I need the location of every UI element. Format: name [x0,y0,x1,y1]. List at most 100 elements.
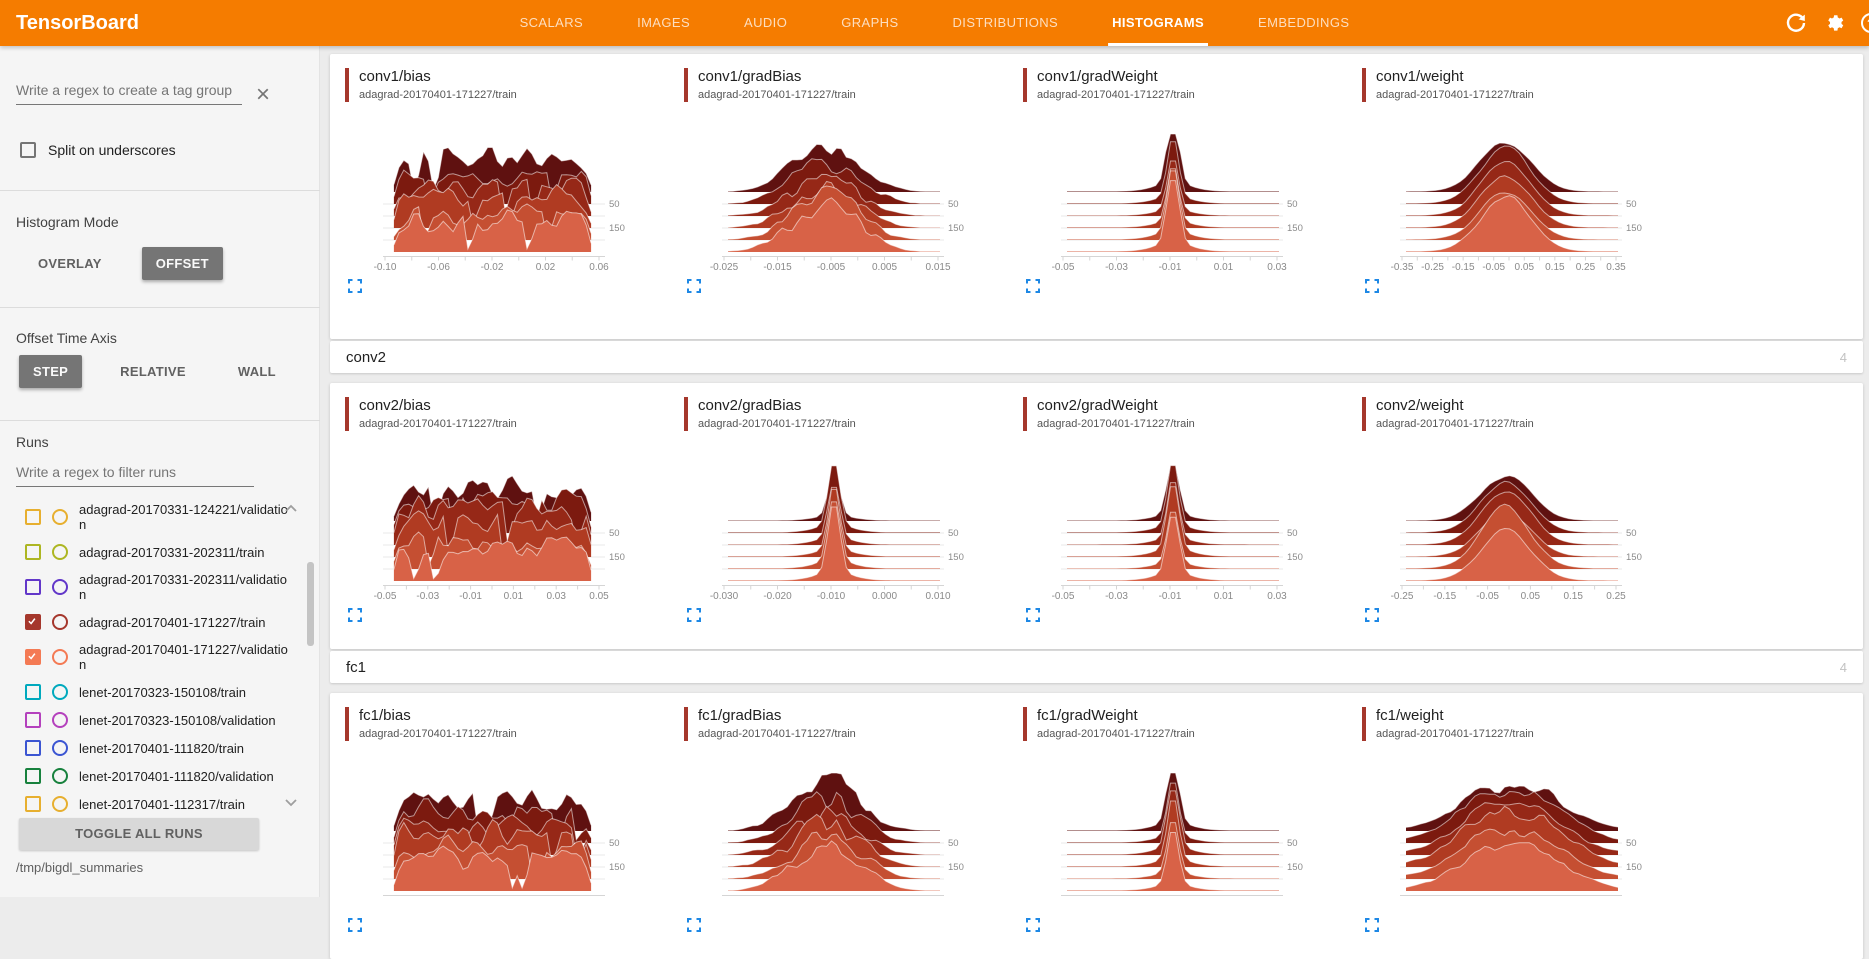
expand-chart-button[interactable] [1025,607,1041,623]
mode-overlay-button[interactable]: OVERLAY [24,247,116,280]
mode-offset-button[interactable]: OFFSET [142,247,223,280]
svg-text:0.03: 0.03 [546,591,566,602]
chart-run-label: adagrad-20170401-171227/train [1037,417,1195,431]
svg-text:-0.05: -0.05 [1482,262,1505,273]
gear-icon[interactable] [1823,12,1845,34]
toggle-all-runs-button[interactable]: TOGGLE ALL RUNS [19,818,259,850]
tab-images[interactable]: IMAGES [633,0,694,46]
chart-title: conv2/gradBias [698,397,856,415]
expand-chart-button[interactable] [347,917,363,933]
svg-text:50: 50 [1626,528,1637,539]
run-radio[interactable] [52,684,68,700]
svg-text:150: 150 [1287,223,1303,234]
tag-regex-input[interactable] [16,78,242,105]
run-radio[interactable] [52,649,68,665]
svg-text:50: 50 [609,528,620,539]
tab-scalars[interactable]: SCALARS [516,0,588,46]
run-radio[interactable] [52,712,68,728]
run-row[interactable]: adagrad-20170331-202311/train [0,538,300,566]
run-checkbox[interactable] [25,740,41,756]
nav-tabs: SCALARS IMAGES AUDIO GRAPHS DISTRIBUTIONS HIS… [516,0,1354,46]
axis-step-button[interactable]: STEP [19,355,82,388]
svg-text:-0.03: -0.03 [1105,262,1128,273]
svg-text:0.010: 0.010 [925,591,950,602]
expand-chart-button[interactable] [1364,917,1380,933]
run-checkbox[interactable] [25,579,41,595]
scroll-up-icon[interactable] [284,504,298,513]
refresh-icon[interactable] [1785,12,1807,34]
run-name: lenet-20170323-150108/train [79,685,294,700]
tab-distributions[interactable]: DISTRIBUTIONS [949,0,1063,46]
sidebar: × Split on underscores Histogram Mode OV… [0,46,320,897]
run-radio[interactable] [52,796,68,812]
expand-chart-button[interactable] [347,278,363,294]
expand-chart-button[interactable] [686,917,702,933]
run-row[interactable]: adagrad-20170331-124221/validation [0,496,300,538]
run-filter-input[interactable] [16,460,254,487]
clear-tag-regex-icon[interactable]: × [256,85,270,105]
svg-text:-0.35: -0.35 [1391,262,1414,273]
split-underscores-checkbox[interactable] [20,142,36,158]
run-radio[interactable] [52,614,68,630]
run-checkbox[interactable] [25,712,41,728]
run-row[interactable]: adagrad-20170401-171227/validation [0,636,300,678]
help-icon[interactable]: ? [1861,13,1869,33]
expand-chart-button[interactable] [686,278,702,294]
divider [0,190,320,191]
chart-run-label: adagrad-20170401-171227/train [1037,727,1195,741]
expand-chart-button[interactable] [347,607,363,623]
run-row[interactable]: lenet-20170323-150108/validation [0,706,300,734]
run-checkbox[interactable] [25,684,41,700]
svg-text:150: 150 [1287,552,1303,563]
run-checkbox[interactable] [25,768,41,784]
axis-wall-button[interactable]: WALL [224,355,290,388]
offset-time-axis-label: Offset Time Axis [16,330,117,346]
run-row[interactable]: lenet-20170401-111820/validation [0,762,300,790]
run-row[interactable]: lenet-20170401-112317/train [0,790,300,818]
run-radio[interactable] [52,768,68,784]
run-checkbox[interactable] [25,649,41,665]
run-radio[interactable] [52,509,68,525]
scroll-down-icon[interactable] [284,798,298,807]
run-color-marker [684,397,688,431]
run-radio[interactable] [52,544,68,560]
expand-chart-button[interactable] [686,607,702,623]
expand-chart-button[interactable] [1025,278,1041,294]
run-checkbox[interactable] [25,796,41,812]
run-row[interactable]: adagrad-20170331-202311/validation [0,566,300,608]
svg-text:-0.25: -0.25 [1391,591,1414,602]
run-row[interactable]: adagrad-20170401-171227/train [0,608,300,636]
svg-text:0.01: 0.01 [1214,591,1234,602]
chart-run-label: adagrad-20170401-171227/train [1376,88,1534,102]
run-color-marker [1023,397,1027,431]
tab-histograms[interactable]: HISTOGRAMS [1108,0,1208,46]
run-color-marker [1362,707,1366,741]
tab-audio[interactable]: AUDIO [740,0,791,46]
tab-graphs[interactable]: GRAPHS [837,0,902,46]
svg-text:0.015: 0.015 [925,262,950,273]
svg-text:150: 150 [609,552,625,563]
expand-chart-button[interactable] [1025,917,1041,933]
sidebar-scrollbar-thumb[interactable] [307,562,314,646]
run-checkbox[interactable] [25,614,41,630]
run-row[interactable]: lenet-20170323-150108/train [0,678,300,706]
axis-relative-button[interactable]: RELATIVE [106,355,200,388]
expand-chart-button[interactable] [1364,278,1380,294]
chart-title: conv2/weight [1376,397,1534,415]
expand-chart-button[interactable] [1364,607,1380,623]
run-checkbox[interactable] [25,509,41,525]
run-color-marker [1362,68,1366,102]
run-row[interactable]: lenet-20170401-111820/train [0,734,300,762]
run-radio[interactable] [52,579,68,595]
tab-embeddings[interactable]: EMBEDDINGS [1254,0,1353,46]
run-radio[interactable] [52,740,68,756]
run-name: adagrad-20170401-171227/validation [79,642,294,672]
run-checkbox[interactable] [25,544,41,560]
